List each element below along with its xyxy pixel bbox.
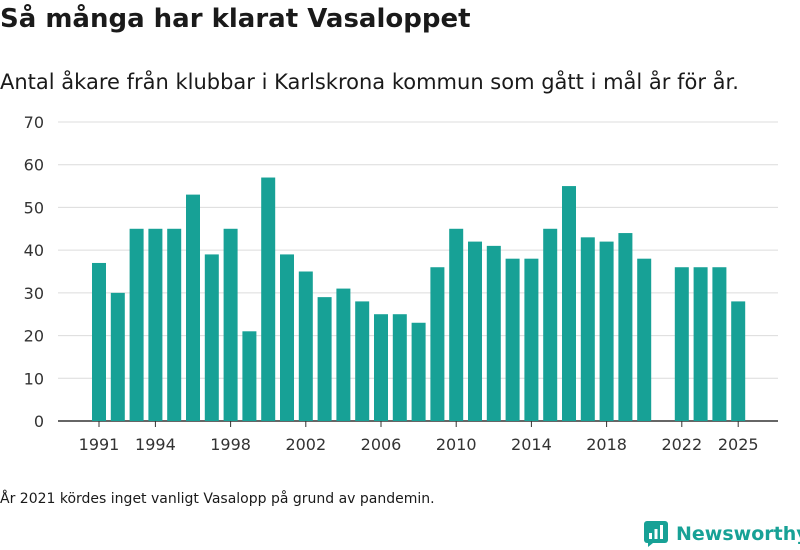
bar-2016[interactable]	[562, 186, 576, 421]
x-tick-label: 2006	[361, 435, 402, 454]
bar-1994[interactable]	[148, 228, 163, 421]
chart-subtitle: Antal åkare från klubbar i Karlskrona ko…	[0, 70, 739, 94]
bar-2004[interactable]	[336, 288, 351, 421]
bar-1999[interactable]	[242, 331, 257, 421]
bar-2011[interactable]	[468, 241, 482, 421]
x-tick-label: 2018	[586, 435, 627, 454]
bar-1991[interactable]	[92, 262, 106, 421]
bar-2001[interactable]	[280, 254, 294, 421]
newsworthy-logo-icon	[644, 521, 668, 547]
chart-title: Så många har klarat Vasaloppet	[0, 4, 471, 34]
bar-2007[interactable]	[392, 314, 407, 421]
y-tick-label: 70	[24, 113, 44, 132]
x-tick-label: 1994	[135, 435, 176, 454]
bar-2020[interactable]	[637, 258, 652, 421]
bar-2012[interactable]	[486, 245, 501, 421]
bar-2005[interactable]	[355, 301, 370, 421]
bar-1993[interactable]	[129, 228, 144, 421]
bar-2018[interactable]	[599, 241, 614, 421]
bar-2009[interactable]	[430, 267, 445, 421]
x-tick-label: 1998	[210, 435, 251, 454]
bar-chart: 0 10 20 30 40 50 60 70 1991 1994 1998 2002 2006 2010…	[24, 113, 778, 454]
bar-2025[interactable]	[731, 301, 746, 421]
bar-2023[interactable]	[693, 267, 708, 421]
y-tick-label: 30	[24, 284, 44, 303]
bar-1997[interactable]	[204, 254, 219, 421]
y-tick-label: 40	[24, 241, 44, 260]
newsworthy-logo[interactable]: Newsworthy	[644, 520, 800, 548]
bar-1992[interactable]	[110, 292, 125, 421]
y-tick-label: 60	[24, 156, 44, 175]
x-tick-label: 2002	[285, 435, 326, 454]
x-tick-label: 1991	[79, 435, 120, 454]
bars	[92, 177, 746, 422]
x-tick-label: 2022	[661, 435, 702, 454]
footnote: År 2021 kördes inget vanligt Vasalopp på…	[0, 491, 435, 507]
bar-2008[interactable]	[411, 322, 426, 421]
bar-1998[interactable]	[223, 228, 238, 421]
bar-2010[interactable]	[449, 228, 464, 421]
x-axis-ticks: 1991 1994 1998 2002 2006 2010 2014 2018 2022 2025	[79, 421, 759, 454]
y-tick-label: 10	[24, 369, 44, 388]
y-tick-label: 0	[34, 412, 44, 431]
bar-2013[interactable]	[505, 258, 520, 421]
y-tick-label: 20	[24, 327, 44, 346]
bar-2014[interactable]	[524, 258, 539, 421]
bar-2003[interactable]	[317, 297, 332, 421]
bar-2015[interactable]	[543, 228, 558, 421]
bar-2002[interactable]	[298, 271, 313, 422]
bar-2000[interactable]	[261, 177, 276, 421]
bar-1995[interactable]	[167, 228, 182, 421]
bar-2017[interactable]	[580, 237, 595, 421]
x-tick-label: 2025	[718, 435, 759, 454]
bar-2024[interactable]	[712, 267, 727, 421]
y-tick-label: 50	[24, 198, 44, 217]
y-axis-ticks: 0 10 20 30 40 50 60 70	[24, 113, 44, 431]
bar-2019[interactable]	[618, 233, 633, 421]
bar-2022[interactable]	[674, 267, 689, 421]
bar-2006[interactable]	[374, 314, 388, 421]
x-tick-label: 2010	[436, 435, 477, 454]
x-tick-label: 2014	[511, 435, 552, 454]
brand-name: Newsworthy	[676, 523, 800, 545]
bar-1996[interactable]	[186, 194, 200, 421]
